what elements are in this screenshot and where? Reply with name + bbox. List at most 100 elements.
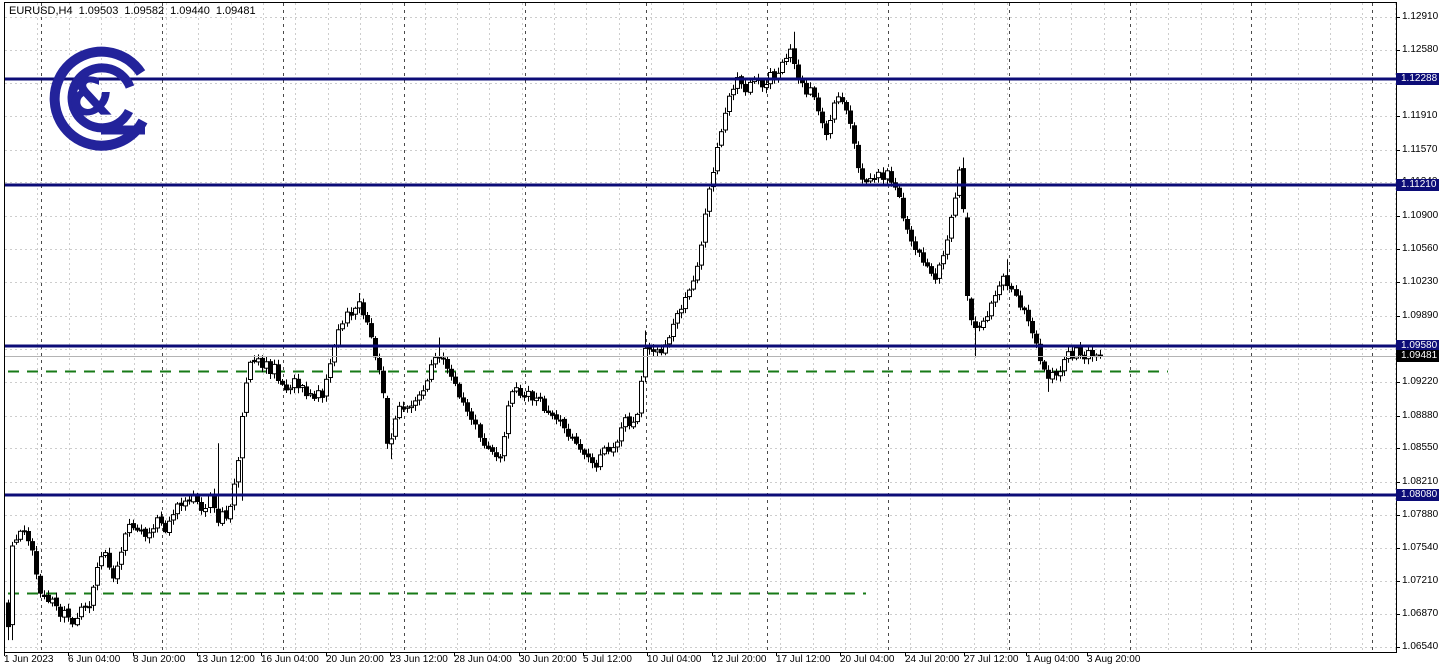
candle [316,390,321,399]
candle [639,380,644,414]
candle [312,393,317,399]
candle [743,84,748,93]
candle [139,529,144,532]
candle [687,289,692,298]
candle [828,120,833,135]
candle [953,197,958,216]
candle [292,378,297,389]
candle [788,48,793,59]
candle [280,380,285,385]
candle [1090,350,1095,357]
candle [1038,343,1043,362]
candle [429,364,434,380]
candle [308,393,313,396]
candle [941,255,946,265]
candle [155,517,160,529]
candle [985,316,990,321]
candle [937,264,942,279]
candle [377,358,382,371]
candle [163,522,168,533]
candle [465,402,470,412]
candle [602,447,607,455]
candle [582,449,587,455]
candle [598,454,603,468]
y-tick-label: 1.10560 [1402,243,1439,255]
candle [723,112,728,131]
candle [917,249,922,253]
candle [1014,289,1019,296]
candle [284,384,289,391]
candle [667,337,672,345]
candle [22,530,27,533]
candle [816,97,821,112]
y-tick-label: 1.10900 [1402,209,1439,221]
candle [91,586,96,606]
y-tick-label: 1.12910 [1402,11,1439,22]
candle [83,605,88,608]
candle [872,178,877,180]
candle [115,565,120,580]
candle [18,530,23,540]
candle [711,172,716,188]
candle [228,505,233,520]
candle [175,503,180,515]
chart-border [4,2,1397,653]
candle [562,418,567,429]
candle [42,594,47,598]
bid-price-badge: 1.09481 [1396,350,1439,363]
candle [401,406,406,410]
candle [264,361,269,369]
candle [54,597,59,607]
candle [586,453,591,458]
candle [933,273,938,280]
candle [240,416,245,459]
candle [151,528,156,533]
x-tick-label: 10 Jul 04:00 [647,654,702,665]
ohlc-header: EURUSD,H4 1.09503 1.09582 1.09440 1.09481 [9,5,262,17]
candle [437,356,442,359]
candle [945,239,950,255]
candle [836,96,841,103]
candle [703,213,708,243]
candle [498,456,503,459]
candle [675,313,680,324]
candle [542,398,547,411]
candle [860,168,865,180]
candle [1062,359,1067,372]
candle [627,416,632,426]
y-tick-label: 1.12580 [1402,43,1439,55]
candle [1050,371,1055,380]
candle [570,436,575,439]
candle [554,414,559,420]
candle [510,391,515,404]
candle [385,398,390,444]
candle [87,606,92,609]
candle [506,405,511,435]
candle [566,428,571,437]
candle [288,387,293,391]
price-axis[interactable]: 1.129101.125801.122401.119101.115701.112… [1396,0,1439,669]
candle [804,82,809,95]
candle [868,178,873,182]
candle [111,568,116,579]
time-axis[interactable]: 1 Jun 2023 6 Jun 04:00 8 Jun 20:00 13 Jun 1… [0,654,1439,669]
candle [345,311,350,324]
candle [901,197,906,219]
y-tick-label: 1.09890 [1402,309,1439,321]
candle [417,394,422,401]
candle [393,418,398,437]
candle [590,457,595,464]
candle [695,265,700,281]
candle [1042,361,1047,370]
candle [961,168,966,210]
candle [1005,275,1010,287]
candle [159,516,164,524]
candle [103,552,108,556]
candle [925,262,930,267]
candle [244,382,249,413]
candle [989,302,994,317]
x-tick-label: 5 Jul 12:00 [583,654,632,665]
candle [461,397,466,403]
